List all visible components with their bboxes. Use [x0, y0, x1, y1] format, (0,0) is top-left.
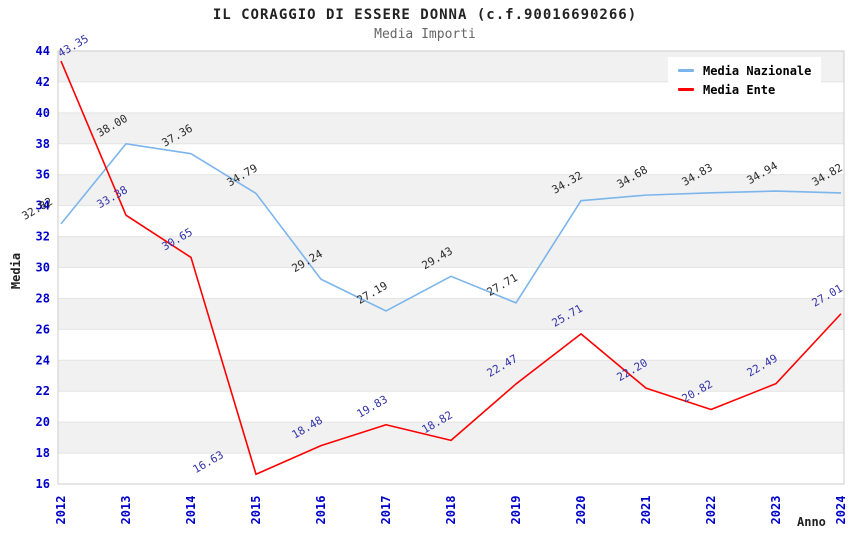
series-line-media-nazionale[interactable]	[60, 142, 842, 312]
y-tick-label: 32	[36, 230, 50, 244]
x-tick-label: 2013	[119, 496, 133, 525]
legend-swatch	[678, 69, 694, 72]
plot-band	[58, 391, 844, 423]
x-axis-title: Anno	[797, 515, 826, 529]
y-tick-label: 18	[36, 446, 50, 460]
legend: Media Nazionale Media Ente	[668, 57, 822, 104]
plot-band	[58, 453, 844, 484]
x-tick-label: 2018	[444, 496, 458, 525]
y-tick-label: 20	[36, 415, 50, 429]
plot-band	[58, 422, 844, 454]
plot-band	[58, 112, 844, 144]
y-tick-label: 36	[36, 168, 50, 182]
x-tick-label: 2020	[574, 496, 588, 525]
plot-band	[58, 360, 844, 392]
y-tick-label: 16	[36, 477, 50, 491]
plot-band	[58, 236, 844, 268]
x-tick-label: 2012	[54, 496, 68, 525]
x-tick-label: 2014	[184, 496, 198, 525]
plot-band	[58, 267, 844, 299]
y-tick-label: 34	[36, 199, 50, 213]
y-tick-label: 26	[36, 322, 50, 336]
plot-border	[57, 50, 845, 485]
y-tick-label: 44	[36, 44, 50, 58]
plot-band	[58, 174, 844, 206]
legend-item-media-nazionale[interactable]: Media Nazionale	[678, 61, 811, 80]
y-tick-label: 28	[36, 291, 50, 305]
plot-band	[58, 205, 844, 237]
x-tick-label: 2019	[509, 496, 523, 525]
y-tick-label: 38	[36, 137, 50, 151]
legend-swatch	[678, 88, 694, 91]
legend-label: Media Nazionale	[703, 63, 812, 78]
x-tick-label: 2024	[834, 496, 848, 525]
legend-item-media-ente[interactable]: Media Ente	[678, 80, 811, 99]
x-tick-label: 2016	[314, 496, 328, 525]
y-tick-label: 30	[36, 261, 50, 275]
y-tick-label: 40	[36, 106, 50, 120]
x-tick-label: 2017	[379, 496, 393, 525]
x-tick-label: 2015	[249, 496, 263, 525]
series-line-media-ente[interactable]	[60, 60, 842, 476]
plot-band	[58, 329, 844, 361]
chart-title: IL CORAGGIO DI ESSERE DONNA (c.f.9001669…	[212, 7, 638, 23]
y-axis-title: Media	[9, 252, 23, 290]
plot-band	[58, 143, 844, 175]
y-tick-label: 22	[36, 384, 50, 398]
chart-subtitle: Media Importi	[374, 27, 476, 42]
y-tick-label: 24	[36, 353, 50, 367]
y-tick-label: 42	[36, 75, 50, 89]
x-tick-label: 2022	[704, 496, 718, 525]
x-tick-label: 2021	[639, 496, 653, 525]
plot-band	[58, 298, 844, 330]
x-tick-label: 2023	[769, 496, 783, 525]
legend-label: Media Ente	[703, 82, 776, 97]
